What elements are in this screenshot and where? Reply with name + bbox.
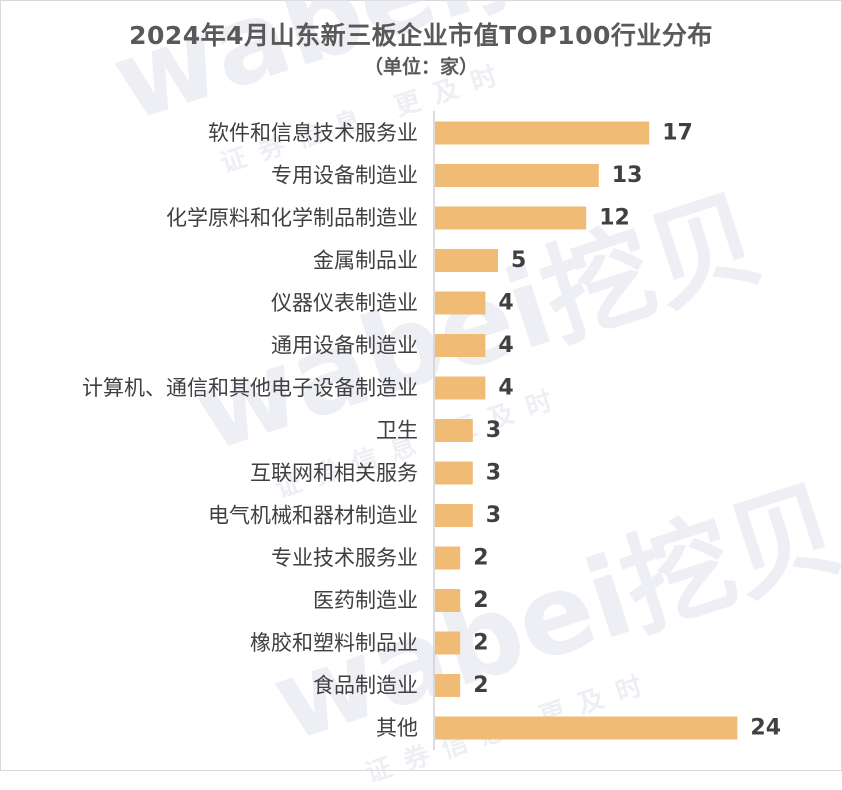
category-label: 通用设备制造业 [271,334,418,358]
category-label: 计算机、通信和其他电子设备制造业 [82,376,418,400]
bar [435,461,473,485]
data-label: 2 [473,631,488,656]
category-label: 专业技术服务业 [271,546,418,570]
data-label: 2 [473,546,488,571]
data-label: 3 [486,418,501,443]
data-label: 24 [750,716,781,741]
bar [435,164,599,187]
category-label: 化学原料和化学制品制造业 [166,206,418,230]
data-label: 4 [498,376,513,401]
data-label: 17 [662,121,693,146]
bar [435,419,473,442]
bar [435,249,498,272]
category-label: 其他 [376,716,418,740]
data-label: 13 [612,163,643,188]
category-label: 互联网和相关服务 [250,461,418,485]
chart-title: 2024年4月山东新三板企业市值TOP100行业分布 [129,21,713,50]
bar [435,334,486,357]
bar [435,546,461,570]
category-label: 金属制品业 [313,249,418,273]
category-label: 橡胶和塑料制品业 [250,631,418,655]
data-label: 12 [599,206,630,231]
bar [435,376,486,400]
category-label: 仪器仪表制造业 [271,291,418,315]
bar [435,291,486,315]
bar [435,504,473,527]
category-label: 电气机械和器材制造业 [208,504,418,528]
bar [435,121,650,145]
chart-subtitle: （单位：家） [363,56,478,78]
data-label: 2 [473,588,488,613]
category-label: 专用设备制造业 [271,164,418,188]
bar-chart: 软件和信息技术服务业 17 专用设备制造业 13 化学原料和化学制品制造业 12 金属制品业… [82,111,781,750]
data-label: 4 [498,291,513,316]
bar [435,206,587,230]
data-label: 3 [486,503,501,528]
chart-frame [0,0,842,771]
data-label: 5 [511,248,526,273]
category-label: 食品制造业 [313,674,418,698]
bar [435,589,461,612]
bar [435,631,461,655]
category-label: 卫生 [376,419,418,443]
category-label: 医药制造业 [313,589,418,613]
data-label: 3 [486,461,501,486]
data-label: 2 [473,673,488,698]
bars-group: 软件和信息技术服务业 17 专用设备制造业 13 化学原料和化学制品制造业 12 金属制品业… [82,121,781,741]
bar [435,716,738,740]
bar [435,674,461,697]
data-label: 4 [498,333,513,358]
category-label: 软件和信息技术服务业 [208,121,418,145]
